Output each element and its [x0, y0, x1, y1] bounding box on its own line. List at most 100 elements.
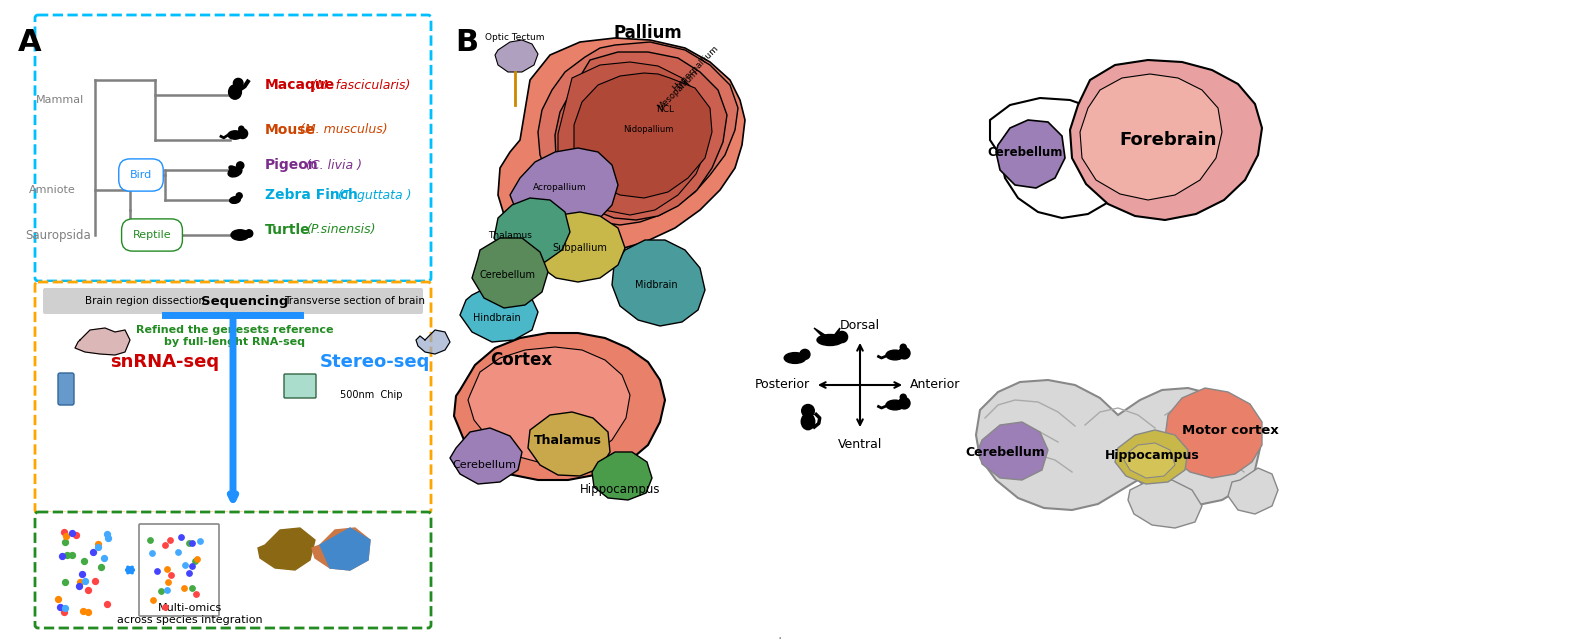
Point — [49, 551, 75, 562]
Polygon shape — [612, 240, 706, 326]
Point — [70, 605, 96, 616]
Point — [53, 577, 78, 587]
Polygon shape — [75, 328, 131, 355]
Polygon shape — [499, 38, 746, 255]
Text: Ventral: Ventral — [838, 438, 883, 451]
Polygon shape — [573, 73, 712, 198]
Point — [72, 556, 97, 566]
Point — [59, 550, 84, 560]
Point — [84, 541, 110, 551]
Point — [169, 532, 194, 542]
Text: Reptile: Reptile — [132, 230, 172, 240]
Text: 500nm  Chip: 500nm Chip — [339, 390, 403, 400]
FancyBboxPatch shape — [284, 374, 315, 398]
Polygon shape — [449, 428, 523, 484]
Point — [53, 603, 78, 614]
Point — [172, 560, 198, 570]
Polygon shape — [1125, 443, 1176, 478]
Text: Cortex: Cortex — [491, 351, 553, 369]
Point — [172, 583, 198, 593]
Circle shape — [245, 230, 253, 238]
Point — [177, 539, 202, 549]
Point — [180, 538, 205, 548]
Point — [139, 548, 164, 559]
Text: (C. livia ): (C. livia ) — [306, 159, 362, 171]
Point — [186, 535, 212, 546]
Circle shape — [900, 344, 906, 350]
Text: Hyperpallium: Hyperpallium — [671, 43, 720, 92]
Text: Refined the genesets reference
by full-lenght RNA-seq: Refined the genesets reference by full-l… — [137, 325, 335, 347]
Polygon shape — [978, 422, 1048, 480]
Polygon shape — [527, 412, 610, 476]
Ellipse shape — [817, 334, 843, 345]
Point — [148, 586, 174, 596]
Ellipse shape — [886, 350, 903, 360]
Polygon shape — [1164, 388, 1262, 478]
Text: Brain region dissection: Brain region dissection — [84, 296, 205, 306]
Text: Hippocampus: Hippocampus — [1104, 449, 1200, 462]
FancyBboxPatch shape — [35, 512, 432, 628]
Point — [75, 585, 100, 595]
Polygon shape — [1228, 468, 1278, 514]
Polygon shape — [538, 42, 738, 225]
Text: Thalamus: Thalamus — [534, 433, 602, 446]
Text: Motor cortex: Motor cortex — [1182, 424, 1278, 437]
Point — [183, 589, 209, 599]
Text: Zebra Finch: Zebra Finch — [264, 188, 358, 202]
Text: NCL: NCL — [656, 105, 674, 114]
FancyBboxPatch shape — [43, 288, 424, 314]
Circle shape — [239, 126, 244, 131]
Point — [67, 581, 92, 591]
Point — [51, 526, 76, 537]
Text: Cerebellum: Cerebellum — [452, 460, 516, 470]
Text: Sauropsida: Sauropsida — [25, 229, 91, 241]
Circle shape — [236, 162, 244, 169]
Polygon shape — [558, 62, 710, 215]
Point — [96, 532, 121, 542]
Polygon shape — [454, 333, 664, 480]
Polygon shape — [977, 380, 1260, 510]
Point — [67, 577, 92, 587]
Point — [86, 539, 112, 550]
Polygon shape — [554, 52, 726, 220]
Text: Optic Tectum: Optic Tectum — [486, 33, 545, 42]
Point — [143, 566, 169, 576]
Text: Anterior: Anterior — [910, 379, 961, 392]
Text: Cerebellum: Cerebellum — [988, 146, 1063, 159]
Point — [159, 569, 185, 580]
Text: (M. fascicularis): (M. fascicularis) — [312, 78, 411, 92]
Circle shape — [836, 331, 847, 343]
Point — [94, 529, 119, 539]
Point — [54, 550, 80, 560]
Point — [140, 594, 166, 605]
Point — [72, 576, 97, 586]
Text: (P.sinensis): (P.sinensis) — [306, 223, 376, 236]
Polygon shape — [312, 528, 370, 570]
Text: Mouse: Mouse — [264, 123, 315, 137]
Point — [59, 528, 84, 538]
Point — [153, 602, 178, 612]
Point — [156, 577, 182, 587]
Point — [51, 607, 76, 618]
Text: Turtle: Turtle — [264, 223, 311, 237]
Polygon shape — [530, 212, 624, 282]
Text: (M. musculus): (M. musculus) — [299, 123, 387, 137]
Text: (T. guttata ): (T. guttata ) — [338, 189, 413, 202]
Polygon shape — [593, 452, 652, 500]
Polygon shape — [1070, 60, 1262, 220]
Text: Hippocampus: Hippocampus — [580, 483, 660, 496]
Point — [88, 562, 113, 572]
Polygon shape — [494, 198, 570, 265]
Ellipse shape — [784, 352, 806, 363]
Text: Sequencing: Sequencing — [201, 295, 288, 308]
Text: Mammal: Mammal — [37, 95, 84, 105]
Text: Amniote: Amniote — [29, 185, 75, 195]
Polygon shape — [460, 285, 538, 342]
Circle shape — [900, 394, 906, 400]
Point — [53, 530, 78, 541]
Point — [185, 553, 210, 564]
Text: A: A — [18, 28, 41, 57]
Circle shape — [800, 349, 809, 360]
Ellipse shape — [229, 166, 239, 173]
Circle shape — [898, 347, 910, 359]
